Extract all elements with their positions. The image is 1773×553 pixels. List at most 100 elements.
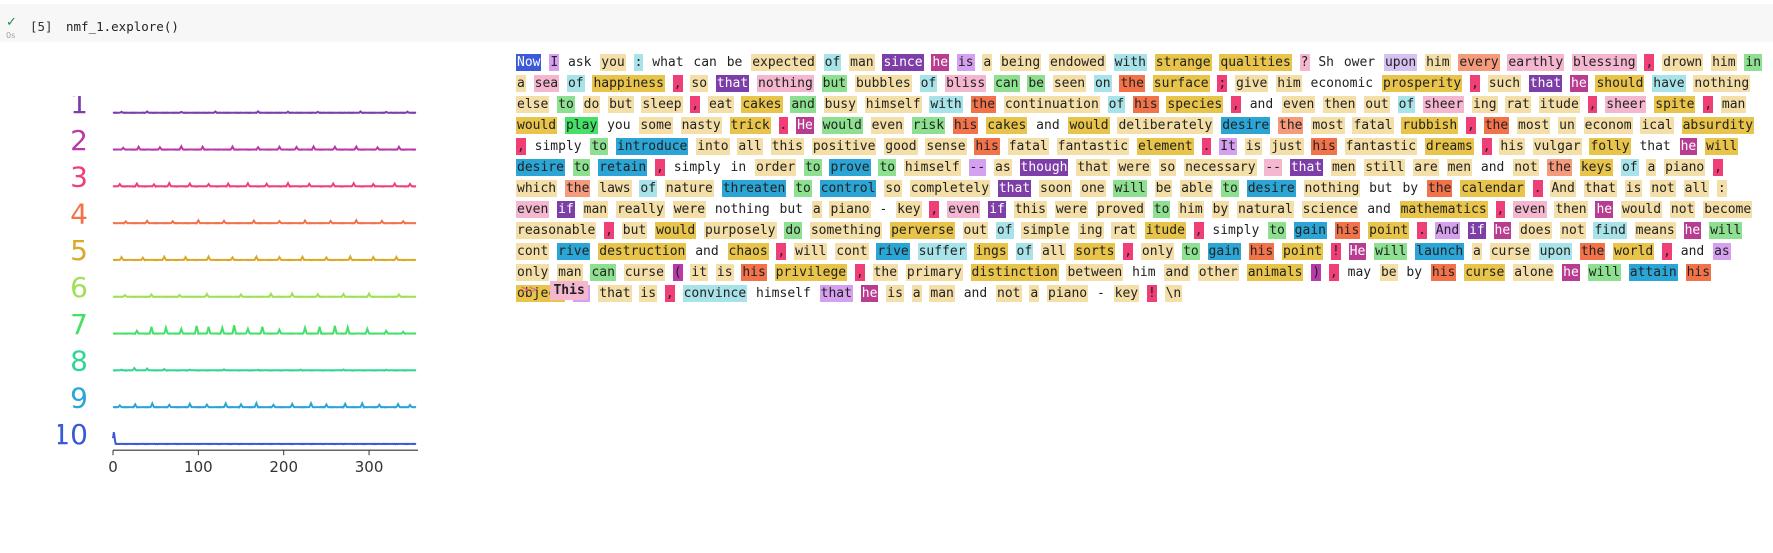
token[interactable]: mathematics <box>1399 201 1488 218</box>
token[interactable]: most <box>1517 117 1551 134</box>
token[interactable]: only <box>1140 243 1175 260</box>
token[interactable]: so <box>690 75 709 92</box>
token[interactable]: perverse <box>890 222 955 239</box>
token[interactable]: still <box>1364 159 1406 176</box>
token[interactable]: that <box>1583 180 1617 197</box>
token[interactable]: were <box>1054 201 1089 218</box>
token[interactable]: every <box>1458 54 1500 71</box>
token[interactable]: key <box>896 201 922 218</box>
token[interactable]: of <box>1107 96 1126 113</box>
token[interactable]: the <box>1579 243 1606 260</box>
token[interactable]: to <box>878 159 897 176</box>
token[interactable]: is <box>715 264 734 281</box>
token[interactable]: man <box>1720 96 1747 113</box>
token[interactable]: something <box>809 222 883 239</box>
token[interactable]: then <box>1554 201 1588 218</box>
token[interactable]: with <box>929 96 963 113</box>
token[interactable]: that <box>598 285 632 302</box>
token[interactable]: the <box>564 180 591 197</box>
token[interactable]: man <box>929 285 955 302</box>
token[interactable]: rive <box>557 243 591 260</box>
token[interactable]: were <box>672 201 707 218</box>
token[interactable]: the <box>1278 117 1304 134</box>
token[interactable]: He <box>1348 243 1367 260</box>
token[interactable]: , <box>516 138 526 155</box>
token[interactable]: a <box>811 201 822 218</box>
token[interactable]: his <box>952 117 979 134</box>
token[interactable]: natural <box>1237 201 1294 218</box>
token[interactable]: the <box>872 264 899 281</box>
token[interactable]: ; <box>1217 75 1228 92</box>
token[interactable]: a <box>1646 159 1657 176</box>
token[interactable]: play <box>564 117 599 134</box>
token[interactable]: be <box>726 55 743 70</box>
token[interactable]: man <box>849 54 875 71</box>
token[interactable]: ? <box>1299 54 1310 71</box>
token[interactable]: upon <box>1383 54 1418 71</box>
token[interactable]: his <box>1311 138 1337 155</box>
token[interactable]: him <box>1425 54 1451 71</box>
token[interactable]: being <box>1000 54 1042 71</box>
token[interactable]: a <box>1472 243 1482 260</box>
token[interactable]: surface <box>1152 75 1210 92</box>
token[interactable]: upon <box>1538 243 1572 260</box>
token[interactable]: ical <box>1640 117 1674 134</box>
token[interactable]: of <box>919 75 938 92</box>
token[interactable]: if <box>557 201 575 218</box>
token[interactable]: laws <box>598 180 632 197</box>
token[interactable]: even <box>1513 201 1547 218</box>
token[interactable]: such <box>1487 75 1522 92</box>
token[interactable]: . <box>1417 222 1427 239</box>
token[interactable]: bliss <box>945 75 987 92</box>
token[interactable]: not <box>996 285 1022 302</box>
token[interactable]: and <box>963 286 988 301</box>
token[interactable]: busy <box>823 96 857 113</box>
token[interactable]: . <box>1201 138 1212 155</box>
token[interactable]: that <box>1076 159 1110 176</box>
token[interactable]: ) <box>1311 264 1322 281</box>
token[interactable]: can <box>693 55 717 70</box>
token[interactable]: really <box>615 201 665 218</box>
token[interactable]: in <box>730 160 747 175</box>
token[interactable]: fantastic <box>1056 138 1130 155</box>
token[interactable]: of <box>1015 243 1034 260</box>
token[interactable]: animals <box>1246 264 1304 281</box>
token[interactable]: is <box>1244 138 1263 155</box>
token[interactable]: ing <box>1472 96 1498 113</box>
token[interactable]: , <box>690 96 701 113</box>
token[interactable]: piano <box>1047 285 1089 302</box>
token[interactable]: retain <box>598 159 648 176</box>
token[interactable]: : <box>1716 180 1727 197</box>
token[interactable]: sense <box>925 138 967 155</box>
token[interactable]: simply <box>673 160 721 175</box>
token[interactable]: were <box>1117 159 1151 176</box>
token[interactable]: fatal <box>1352 117 1394 134</box>
token[interactable]: nothing <box>1303 180 1361 197</box>
token[interactable]: one <box>1080 180 1106 197</box>
token[interactable]: to <box>590 138 609 155</box>
token[interactable]: introduce <box>615 138 689 155</box>
token[interactable]: positive <box>811 138 877 155</box>
token[interactable]: this <box>1013 201 1047 218</box>
token[interactable]: seen <box>1052 75 1087 92</box>
token[interactable]: economic <box>1310 76 1374 91</box>
token[interactable]: since <box>882 54 924 71</box>
token[interactable]: species <box>1166 96 1224 113</box>
token[interactable]: but <box>608 96 634 113</box>
token[interactable]: between <box>1066 264 1124 281</box>
token[interactable]: even <box>516 201 550 218</box>
token[interactable]: into <box>696 138 730 155</box>
token[interactable]: earthly <box>1507 54 1565 71</box>
token[interactable]: may <box>1347 265 1372 280</box>
token[interactable]: I <box>549 54 560 71</box>
token[interactable]: and <box>1164 264 1190 281</box>
token[interactable]: do <box>582 96 601 113</box>
token[interactable]: simple <box>1021 222 1071 239</box>
token[interactable]: that <box>715 75 750 92</box>
token[interactable]: him <box>1276 75 1302 92</box>
token[interactable]: only <box>516 264 550 281</box>
token[interactable]: , <box>1662 243 1672 260</box>
token[interactable]: to <box>557 96 575 113</box>
token[interactable]: and <box>1367 202 1391 217</box>
token[interactable]: all <box>737 138 763 155</box>
